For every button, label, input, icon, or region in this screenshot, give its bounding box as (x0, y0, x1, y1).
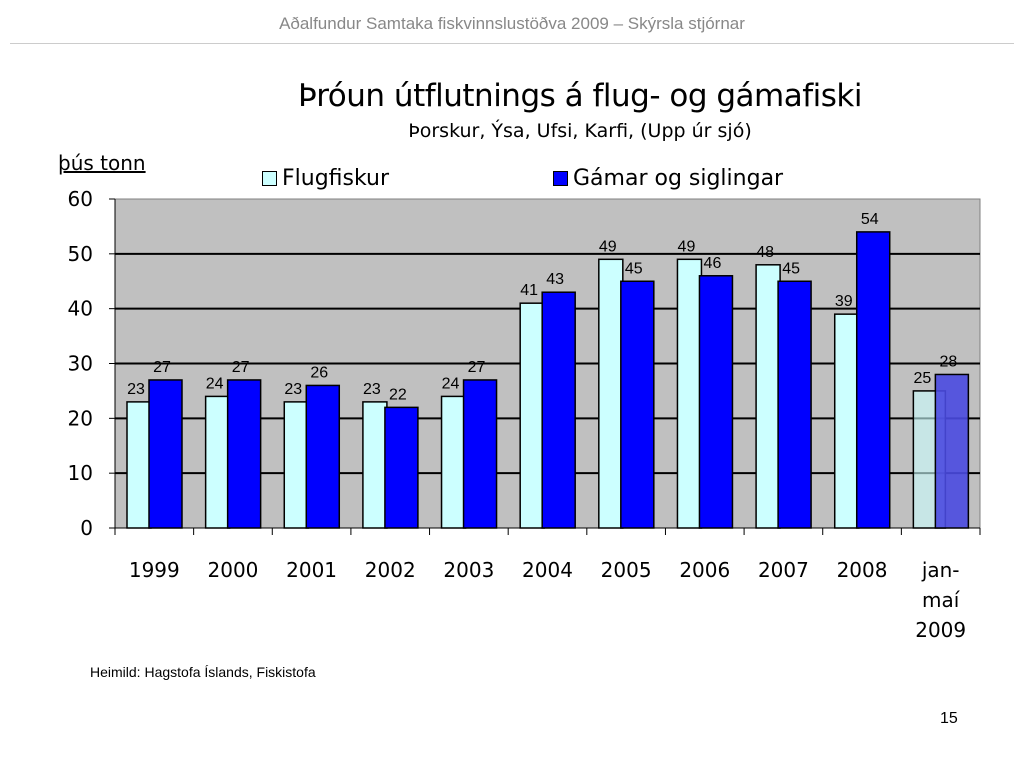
data-label: 23 (363, 381, 381, 398)
bar-gamar (698, 275, 734, 529)
y-axis-label: þús tonn (58, 151, 146, 175)
x-tick-label: 2002 (365, 558, 416, 582)
y-tick-label: 60 (68, 187, 93, 211)
bar-gamar (226, 379, 262, 529)
slide-header: Aðalfundur Samtaka fiskvinnslustöðva 200… (279, 14, 745, 33)
data-label: 22 (389, 386, 407, 403)
x-tick-label: 1999 (129, 558, 180, 582)
y-tick-label: 50 (68, 242, 93, 266)
bar-gamar (777, 280, 812, 529)
bar-gamar (541, 291, 576, 529)
bar-flugfiskur (362, 401, 388, 529)
y-tick-label: 20 (68, 406, 93, 430)
bar-gamar (620, 280, 655, 529)
data-label: 25 (913, 370, 931, 387)
data-label: 27 (232, 359, 250, 376)
x-tick-label: 2001 (286, 558, 337, 582)
data-label: 45 (782, 260, 800, 277)
data-label: 27 (153, 359, 171, 376)
chart-title: Þróun útflutnings á flug- og gámafiski (297, 78, 863, 114)
data-label: 28 (939, 353, 957, 370)
x-tick-label: 2006 (679, 558, 730, 582)
bar-flugfiskur (833, 313, 860, 529)
header-divider (10, 43, 1014, 44)
x-tick-label: 2000 (208, 558, 259, 582)
x-tick-label: maí (922, 588, 961, 612)
legend-swatch (262, 171, 277, 186)
page-number: 15 (940, 710, 958, 727)
data-label: 27 (468, 359, 486, 376)
data-label: 41 (520, 282, 538, 299)
data-label: 24 (442, 375, 460, 392)
bar-flugfiskur (440, 395, 467, 529)
legend-item-gamar: Gámar og siglingar (553, 166, 783, 191)
data-label: 39 (835, 293, 853, 310)
x-tick-label: 2009 (915, 618, 966, 642)
bar-gamar (462, 379, 498, 529)
y-tick-label: 10 (68, 461, 93, 485)
x-tick-label: 2007 (758, 558, 809, 582)
data-label: 45 (625, 260, 643, 277)
y-tick-label: 40 (68, 297, 93, 321)
source-note: Heimild: Hagstofa Íslands, Fiskistofa (90, 664, 316, 680)
data-label: 23 (284, 381, 302, 398)
data-label: 54 (861, 211, 879, 228)
x-tick-label: jan- (921, 558, 960, 582)
bar-gamar (148, 379, 183, 529)
data-label: 49 (599, 238, 617, 255)
legend-label: Gámar og siglingar (573, 166, 784, 191)
x-tick-label: 2005 (601, 558, 652, 582)
bar-flugfiskur (598, 258, 624, 529)
y-tick-label: 30 (68, 352, 93, 376)
bar-flugfiskur (283, 401, 310, 529)
data-label: 24 (206, 375, 224, 392)
bar-flugfiskur (676, 258, 703, 529)
data-label: 26 (310, 364, 328, 381)
bar-gamar (384, 406, 419, 529)
data-label: 49 (678, 238, 696, 255)
bar-gamar (855, 231, 891, 529)
bar-flugfiskur (204, 395, 231, 529)
x-tick-label: 2003 (443, 558, 494, 582)
x-tick-label: 2004 (522, 558, 573, 582)
data-label: 46 (704, 255, 722, 272)
bar-gamar (934, 373, 970, 529)
data-label: 43 (546, 271, 564, 288)
legend-item-flugfiskur: Flugfiskur (262, 166, 389, 191)
bar-flugfiskur (519, 302, 545, 529)
bar-flugfiskur (755, 264, 781, 529)
data-label: 48 (756, 244, 774, 261)
y-tick-label: 0 (80, 516, 93, 540)
x-tick-label: 2008 (837, 558, 888, 582)
data-label: 23 (127, 381, 145, 398)
chart-subtitle: Þorskur, Ýsa, Ufsi, Karfi, (Upp úr sjó) (408, 120, 752, 142)
bar-flugfiskur (126, 401, 152, 529)
bar-gamar (305, 384, 341, 529)
legend-label: Flugfiskur (282, 166, 390, 191)
legend-swatch (553, 171, 568, 186)
